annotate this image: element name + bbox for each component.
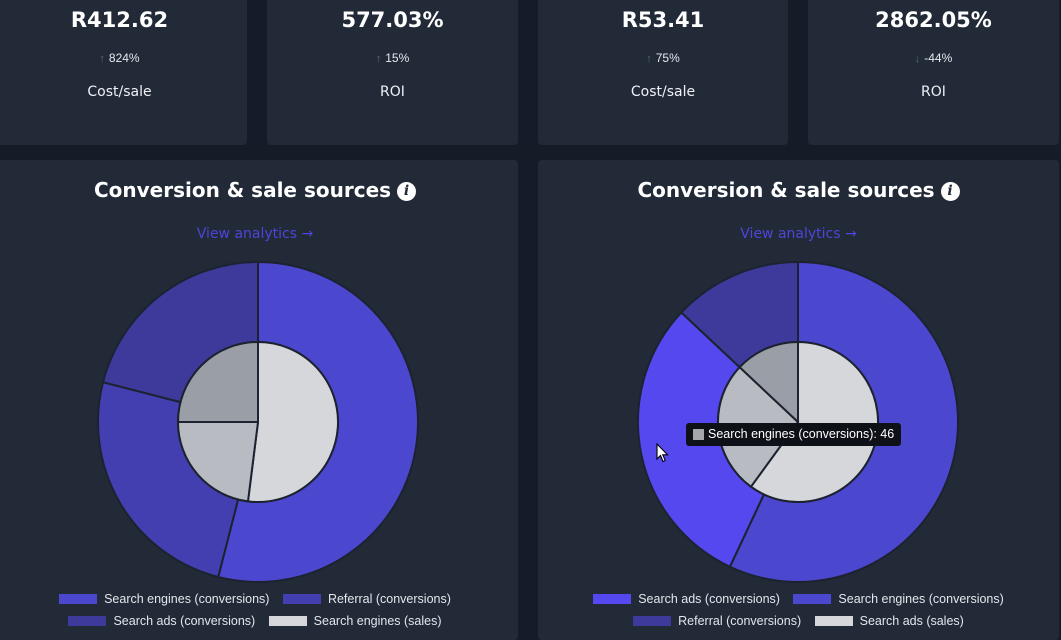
inner-pie-slice-1[interactable] (749, 340, 879, 503)
view-analytics-link[interactable]: View analytics → (740, 226, 857, 242)
legend-item[interactable]: Search engines (sales) (268, 614, 442, 628)
info-icon[interactable]: i (397, 182, 417, 201)
arrow-up-icon: ↑ (646, 53, 652, 65)
legend-row: Search ads (conversions) Search engines … (538, 592, 1059, 606)
mouse-cursor-icon (656, 443, 669, 463)
legend-item[interactable]: Search ads (sales) (814, 614, 964, 628)
conversion-sources-panel-1: Conversion & sale sources i View analytic… (0, 160, 518, 640)
legend-row: Referral (conversions) Search ads (sales… (538, 614, 1059, 628)
stat-label: Cost/sale (630, 84, 696, 100)
legend-row: Search engines (conversions) Referral (c… (0, 592, 518, 606)
legend-item[interactable]: Search engines (conversions) (59, 592, 269, 606)
tooltip-swatch (693, 429, 704, 440)
panel-title: Conversion & sale sources i (538, 178, 1059, 202)
stat-label: ROI (921, 84, 946, 100)
conversion-sources-panel-2: Conversion & sale sources i View analytic… (538, 160, 1059, 640)
inner-pie-slice-2[interactable] (176, 421, 260, 503)
stat-card-roi-1: 577.03% ↑ 15% ROI (267, 0, 518, 145)
stat-value: R53.41 (621, 8, 705, 32)
legend-item[interactable]: Search ads (conversions) (68, 614, 255, 628)
legend-row: Search ads (conversions) Search engines … (0, 614, 518, 628)
inner-pie-slice-3[interactable] (176, 340, 259, 423)
info-icon[interactable]: i (940, 182, 960, 201)
legend-item[interactable]: Referral (conversions) (633, 614, 801, 628)
stat-delta: ↑ 15% (375, 51, 410, 65)
nested-donut-chart[interactable] (538, 160, 1059, 640)
stat-value: 577.03% (341, 8, 444, 32)
arrow-down-icon: ↓ (914, 53, 921, 65)
legend-item[interactable]: Referral (conversions) (282, 592, 451, 606)
stat-label: Cost/sale (87, 84, 152, 100)
stat-delta: ↓ -44% (914, 51, 953, 65)
chart-tooltip: Search engines (conversions): 46 (686, 423, 902, 446)
stat-value: R412.62 (70, 8, 169, 32)
arrow-up-icon: ↑ (375, 53, 382, 65)
stat-delta: ↑ 75% (646, 51, 680, 65)
panel-title: Conversion & sale sources i (0, 178, 518, 202)
nested-donut-chart[interactable] (0, 160, 518, 640)
arrow-up-icon: ↑ (99, 53, 105, 65)
stat-value: 2862.05% (875, 8, 992, 32)
legend-item[interactable]: Search ads (conversions) (593, 592, 780, 606)
view-analytics-link[interactable]: View analytics → (196, 226, 314, 242)
legend-item[interactable]: Search engines (conversions) (793, 592, 1004, 606)
stat-card-cost-sale-1: R412.62 ↑ 824% Cost/sale (0, 0, 247, 145)
stat-card-cost-sale-2: R53.41 ↑ 75% Cost/sale (538, 0, 788, 145)
inner-pie-slice-1[interactable] (246, 340, 339, 503)
stat-delta: ↑ 824% (99, 51, 140, 65)
inner-pie-slice-3[interactable] (738, 340, 799, 425)
stat-card-roi-2: 2862.05% ↓ -44% ROI (808, 0, 1059, 145)
stat-label: ROI (380, 84, 405, 100)
